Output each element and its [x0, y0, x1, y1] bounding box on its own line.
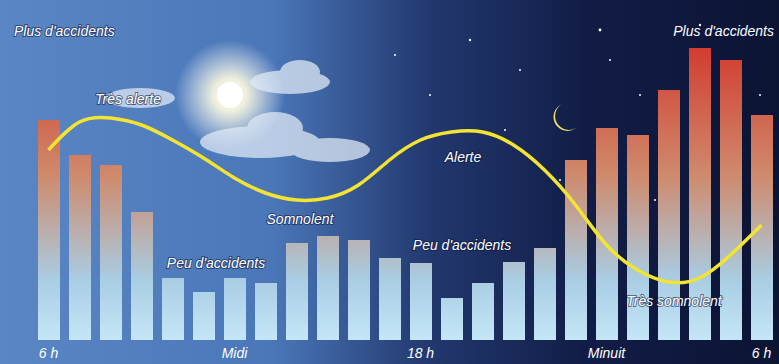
svg-text:Minuit: Minuit [588, 345, 626, 361]
svg-text:Midi: Midi [222, 345, 249, 361]
svg-text:Plus d'accidents: Plus d'accidents [14, 23, 115, 39]
svg-text:18 h: 18 h [407, 345, 434, 361]
svg-text:Plus d'accidents: Plus d'accidents [673, 23, 774, 39]
svg-text:Peu d'accidents: Peu d'accidents [413, 237, 511, 253]
svg-text:6 h: 6 h [39, 345, 59, 361]
svg-text:Somnolent: Somnolent [267, 211, 335, 227]
svg-text:Très alerte: Très alerte [95, 91, 161, 107]
svg-text:6 h: 6 h [752, 345, 772, 361]
svg-text:Peu d'accidents: Peu d'accidents [167, 255, 265, 271]
svg-text:Alerte: Alerte [444, 149, 482, 165]
svg-text:Très somnolent: Très somnolent [626, 293, 723, 309]
